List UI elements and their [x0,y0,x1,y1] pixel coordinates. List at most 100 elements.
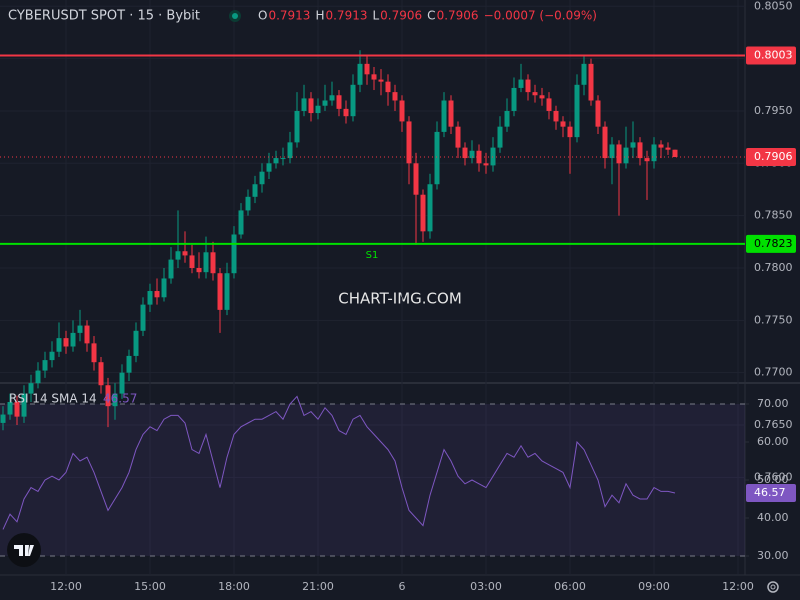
rsi-tick-label: 40.00 [757,511,789,524]
candle-body [35,370,41,384]
candle-body [448,100,454,127]
candle-body [266,163,272,172]
candle-body [532,92,538,96]
candle-body [182,251,188,256]
candle-body [420,194,426,232]
rsi-value-box [746,484,796,503]
rsi-title: RSI 14 SMA 14 [9,392,97,406]
x-tick-label: 15:00 [134,580,166,593]
candle-body [98,362,104,386]
candle-body [399,100,405,122]
candle-body [672,149,678,158]
candle-body [364,63,370,75]
x-tick-label: 03:00 [470,580,502,593]
candle-body [21,393,27,417]
candle-body [574,84,580,138]
candle-body [329,95,335,101]
plot [0,50,745,530]
current-price-label: 0.7906 [754,150,793,163]
y-tick-label: 0.7600 [754,470,793,483]
candle-body [112,393,118,407]
rsi-line [2,395,676,530]
level-label: 0.8003 [754,48,793,61]
overlay: CYBERUSDT SPOT · 15 · Bybit RSI 14 SMA 1… [7,0,796,593]
candle-body [623,147,629,164]
x-tick-label: 21:00 [302,580,334,593]
ohlc-value: 0.7906 [437,9,479,23]
candle-body [518,79,524,88]
ohlc-value: 0.7906 [380,9,422,23]
rsi-header-value: 46.57 [103,392,137,406]
candle-body [28,383,34,394]
candle-body [189,255,195,268]
x-tick-label: 06:00 [554,580,586,593]
candle-body [84,325,90,344]
y-tick-label: 0.7850 [754,209,793,222]
gear[interactable] [767,581,779,593]
candle-body [252,184,258,197]
candle-body [217,273,223,310]
candle-body [595,100,601,127]
candle-body [350,84,356,117]
candle-body [287,142,293,159]
watermark: CHART-IMG.COM [338,290,462,308]
candle-body [567,126,573,138]
candle-body [49,351,55,361]
ohlc-key: O [258,9,267,23]
candle-body [301,98,307,111]
y-tick-label: 0.7700 [754,366,793,379]
candle-body [413,163,419,195]
y-tick-label: 0.8050 [754,0,793,12]
x-tick-label: 12:00 [722,580,754,593]
level-label-box [746,46,796,65]
candle-body [259,171,265,185]
rsi-band-fill [0,404,745,556]
candle-body [385,81,391,93]
candle-body [245,196,251,211]
status-dot [232,13,238,19]
candle-body [588,63,594,101]
settings-icon[interactable] [767,581,779,593]
rsi-tick-label: 30.00 [757,549,789,562]
candle-body [357,63,363,85]
ohlc-value: 0.7913 [268,9,310,23]
candle-body [630,142,636,148]
candle-body [581,63,587,85]
candle-body [378,79,384,82]
level-name: S1 [366,250,379,261]
gear-hub[interactable] [770,584,776,590]
ohlc-value: 0.7913 [325,9,367,23]
candle-body [553,110,559,122]
candle-body [140,304,146,331]
candle-body [280,158,286,160]
candle-body [371,74,377,80]
ohlc-key: H [315,9,324,23]
candle-body [441,100,447,132]
candle-body [14,401,20,417]
candle-body [63,338,69,347]
candle-body [644,158,650,162]
grid [0,0,749,575]
x-tick-label: 6 [399,580,406,593]
candle-body [490,147,496,166]
candle-body [105,385,111,407]
x-tick-label: 18:00 [218,580,250,593]
candle-body [133,330,139,356]
logo-bg [7,533,41,567]
candle-body [609,144,615,159]
candle-body [315,105,321,114]
candle-body [154,291,160,298]
candle-body [322,100,328,106]
candle-body [616,144,622,164]
x-tick-label: 12:00 [50,580,82,593]
candle-body [511,87,517,111]
candle-body [119,372,125,394]
candle-body [91,343,97,363]
candle-body [469,150,475,159]
logo-mark [14,545,34,556]
x-tick-label: 09:00 [638,580,670,593]
candle-body [70,332,76,347]
candle-body [651,144,657,162]
